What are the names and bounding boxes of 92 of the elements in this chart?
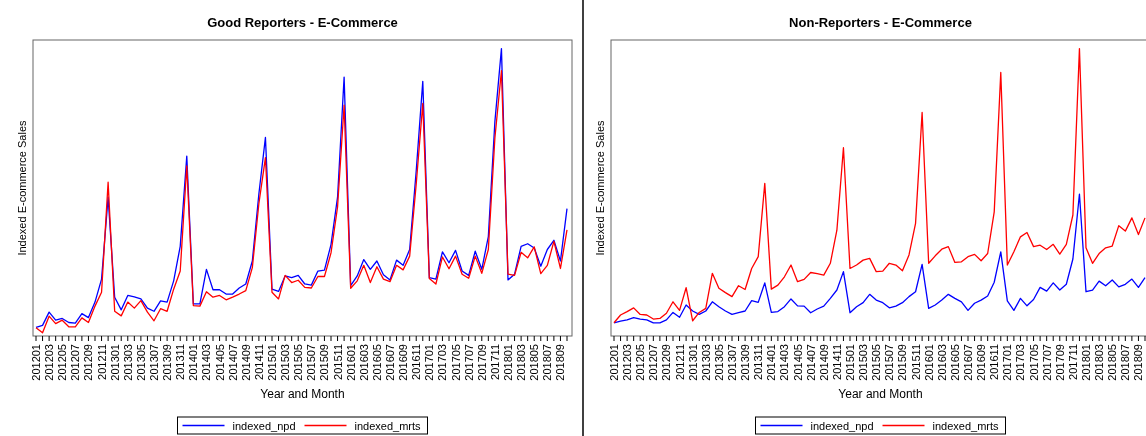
legend-label: indexed_npd: [232, 419, 296, 432]
legend-label: indexed_mrts: [932, 419, 1000, 432]
x-tick-label: 201403: [778, 344, 791, 381]
x-tick-label: 201503: [279, 344, 292, 381]
x-tick-label: 201307: [726, 344, 738, 381]
x-tick-label: 201207: [647, 344, 660, 381]
x-tick-label: 201801: [1080, 344, 1092, 381]
x-tick-label: 201505: [870, 344, 883, 381]
x-tick-label: 201405: [791, 344, 804, 381]
x-tick-label: 201301: [108, 344, 121, 381]
x-tick-label: 201805: [528, 344, 541, 381]
x-tick-label: 201509: [318, 344, 331, 381]
x-tick-label: 201405: [213, 344, 226, 381]
x-tick-label: 201605: [370, 344, 383, 381]
x-tick-label: 201505: [292, 344, 305, 381]
x-tick-label: 201703: [436, 344, 449, 381]
x-tick-label: 201403: [200, 344, 213, 381]
x-tick-label: 201511: [331, 344, 344, 380]
x-tick-label: 201309: [739, 344, 752, 381]
x-tick-label: 201703: [1014, 344, 1027, 381]
x-tick-label: 201603: [935, 344, 948, 381]
y-axis-title: Indexed E-commerce Sales: [594, 119, 606, 256]
x-tick-label: 201607: [384, 344, 396, 381]
x-tick-label: 201809: [1132, 344, 1145, 381]
x-tick-label: 201611: [410, 344, 423, 380]
x-tick-label: 201303: [121, 344, 134, 381]
x-tick-label: 201501: [844, 344, 856, 381]
x-tick-label: 201501: [266, 344, 278, 381]
x-tick-label: 201507: [883, 344, 896, 381]
x-tick-label: 201301: [686, 344, 699, 381]
chart-title: Good Reporters - E-Commerce: [207, 15, 398, 30]
x-tick-label: 201205: [56, 344, 69, 381]
x-tick-label: 201205: [634, 344, 647, 381]
legend-label: indexed_mrts: [354, 419, 422, 432]
x-tick-label: 201711: [488, 344, 501, 380]
x-tick-label: 201401: [765, 344, 778, 381]
x-tick-label: 201701: [1001, 344, 1014, 381]
legend-label: indexed_npd: [810, 419, 874, 432]
x-tick-label: 201709: [475, 344, 488, 381]
x-tick-label: 201509: [896, 344, 909, 381]
x-tick-label: 201401: [187, 344, 200, 381]
x-tick-label: 201503: [857, 344, 870, 381]
x-tick-label: 201807: [541, 344, 554, 381]
x-tick-label: 201603: [357, 344, 370, 381]
x-tick-label: 201203: [43, 344, 56, 381]
x-tick-label: 201305: [134, 344, 147, 381]
x-tick-label: 201409: [239, 344, 252, 381]
x-tick-label: 201705: [1027, 344, 1040, 381]
x-tick-label: 201209: [82, 344, 95, 381]
x-tick-label: 201311: [174, 344, 187, 380]
x-tick-label: 201711: [1066, 344, 1079, 380]
x-tick-label: 201511: [909, 344, 922, 380]
x-tick-label: 201705: [449, 344, 462, 381]
y-axis-title: Indexed E-commerce Sales: [16, 119, 28, 256]
x-tick-label: 201707: [462, 344, 475, 381]
x-tick-label: 201601: [922, 344, 935, 381]
x-tick-label: 201303: [699, 344, 712, 381]
x-tick-label: 201305: [712, 344, 725, 381]
x-tick-label: 201807: [1119, 344, 1132, 381]
x-tick-label: 201611: [988, 344, 1001, 380]
x-tick-label: 201409: [817, 344, 830, 381]
x-tick-label: 201407: [226, 344, 239, 381]
x-axis-title: Year and Month: [838, 387, 923, 401]
x-tick-label: 201307: [148, 344, 160, 381]
x-tick-label: 201607: [962, 344, 974, 381]
x-tick-label: 201211: [673, 344, 686, 380]
x-tick-label: 201609: [975, 344, 988, 381]
x-tick-label: 201201: [30, 344, 42, 381]
x-tick-label: 201507: [305, 344, 318, 381]
x-tick-label: 201201: [608, 344, 620, 381]
x-tick-label: 201411: [252, 344, 265, 380]
x-tick-label: 201203: [621, 344, 634, 381]
x-tick-label: 201309: [161, 344, 174, 381]
chart-title: Non-Reporters - E-Commerce: [789, 15, 972, 30]
x-tick-label: 201805: [1106, 344, 1119, 381]
x-tick-label: 201407: [804, 344, 817, 381]
x-tick-label: 201211: [95, 344, 108, 380]
x-tick-label: 201601: [344, 344, 357, 381]
x-tick-label: 201701: [423, 344, 436, 381]
x-tick-label: 201803: [515, 344, 528, 381]
x-tick-label: 201209: [660, 344, 673, 381]
x-tick-label: 201707: [1040, 344, 1053, 381]
x-tick-label: 201809: [554, 344, 567, 381]
x-tick-label: 201803: [1093, 344, 1106, 381]
x-tick-label: 201801: [502, 344, 514, 381]
x-tick-label: 201411: [830, 344, 843, 380]
x-tick-label: 201311: [752, 344, 765, 380]
x-tick-label: 201609: [397, 344, 410, 381]
x-tick-label: 201709: [1053, 344, 1066, 381]
x-tick-label: 201207: [69, 344, 82, 381]
x-axis-title: Year and Month: [260, 387, 345, 401]
x-tick-label: 201605: [948, 344, 961, 381]
